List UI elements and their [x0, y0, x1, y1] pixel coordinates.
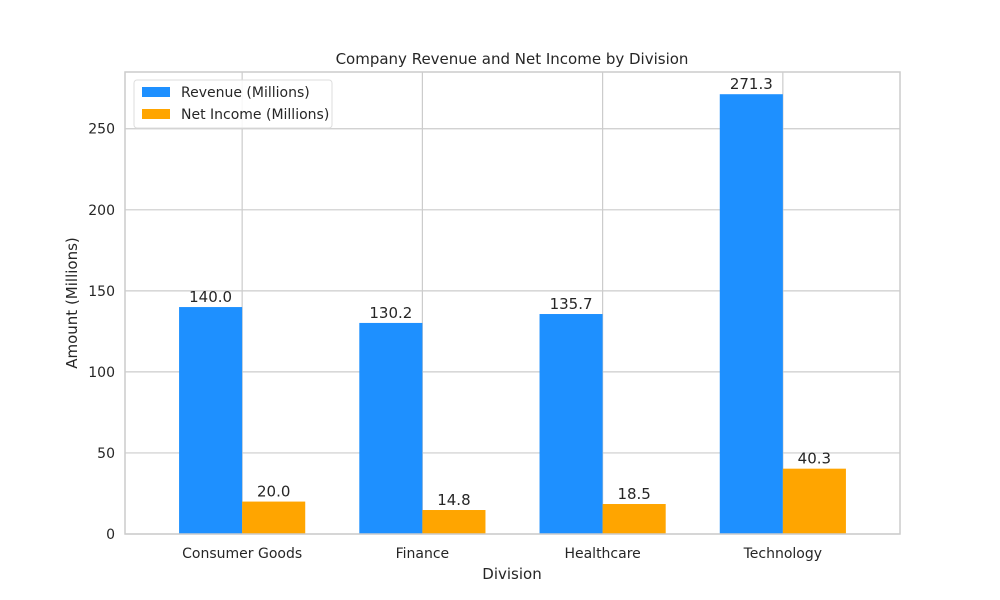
y-tick-label: 100 — [88, 365, 115, 381]
bar-value-label: 14.8 — [437, 491, 470, 509]
legend-box — [133, 79, 333, 129]
x-tick-label: Healthcare — [564, 546, 640, 562]
revenue-bar — [179, 307, 243, 534]
net-income-bar — [422, 510, 486, 534]
axis-layer: 0 50 100 150 200 250 Consumer Goods Finance Heal… — [88, 71, 901, 562]
y-tick-label: 50 — [97, 446, 115, 462]
y-tick-label: 200 — [88, 203, 115, 219]
net-income-bar — [602, 504, 666, 534]
bars-layer — [179, 94, 846, 534]
data-labels-layer: 140.0 130.2 135.7 271.3 20.0 14.8 18.5 40.3 — [189, 75, 831, 509]
x-axis-label: Division — [482, 565, 541, 583]
bar-value-label: 18.5 — [617, 485, 650, 503]
bar-value-label: 135.7 — [550, 295, 593, 313]
bar-value-label: 130.2 — [369, 304, 412, 322]
bar-value-label: 20.0 — [257, 483, 290, 501]
bar-value-label: 140.0 — [189, 288, 232, 306]
revenue-bar — [719, 94, 783, 534]
legend-net-income-swatch — [142, 109, 170, 119]
legend: Revenue (Millions) Net Income (Millions) — [133, 79, 333, 129]
bar-value-label: 40.3 — [798, 450, 831, 468]
y-tick-label: 250 — [88, 122, 115, 138]
revenue-bar — [359, 322, 423, 534]
net-income-bar — [242, 501, 306, 534]
plot-frame — [124, 71, 901, 535]
y-tick-label: 0 — [106, 527, 115, 543]
net-income-bar — [782, 468, 846, 534]
y-axis-label: Amount (Millions) — [63, 237, 81, 369]
legend-revenue-label: Revenue (Millions) — [181, 85, 310, 101]
x-tick-label: Consumer Goods — [182, 546, 302, 562]
revenue-bar — [539, 314, 603, 534]
legend-net-income-label: Net Income (Millions) — [181, 107, 329, 123]
x-tick-label: Technology — [743, 546, 822, 562]
legend-revenue-swatch — [142, 87, 170, 97]
y-tick-label: 150 — [88, 284, 115, 300]
chart-title: Company Revenue and Net Income by Divisi… — [336, 50, 689, 68]
x-tick-label: Finance — [396, 546, 450, 562]
bar-value-label: 271.3 — [730, 75, 773, 93]
